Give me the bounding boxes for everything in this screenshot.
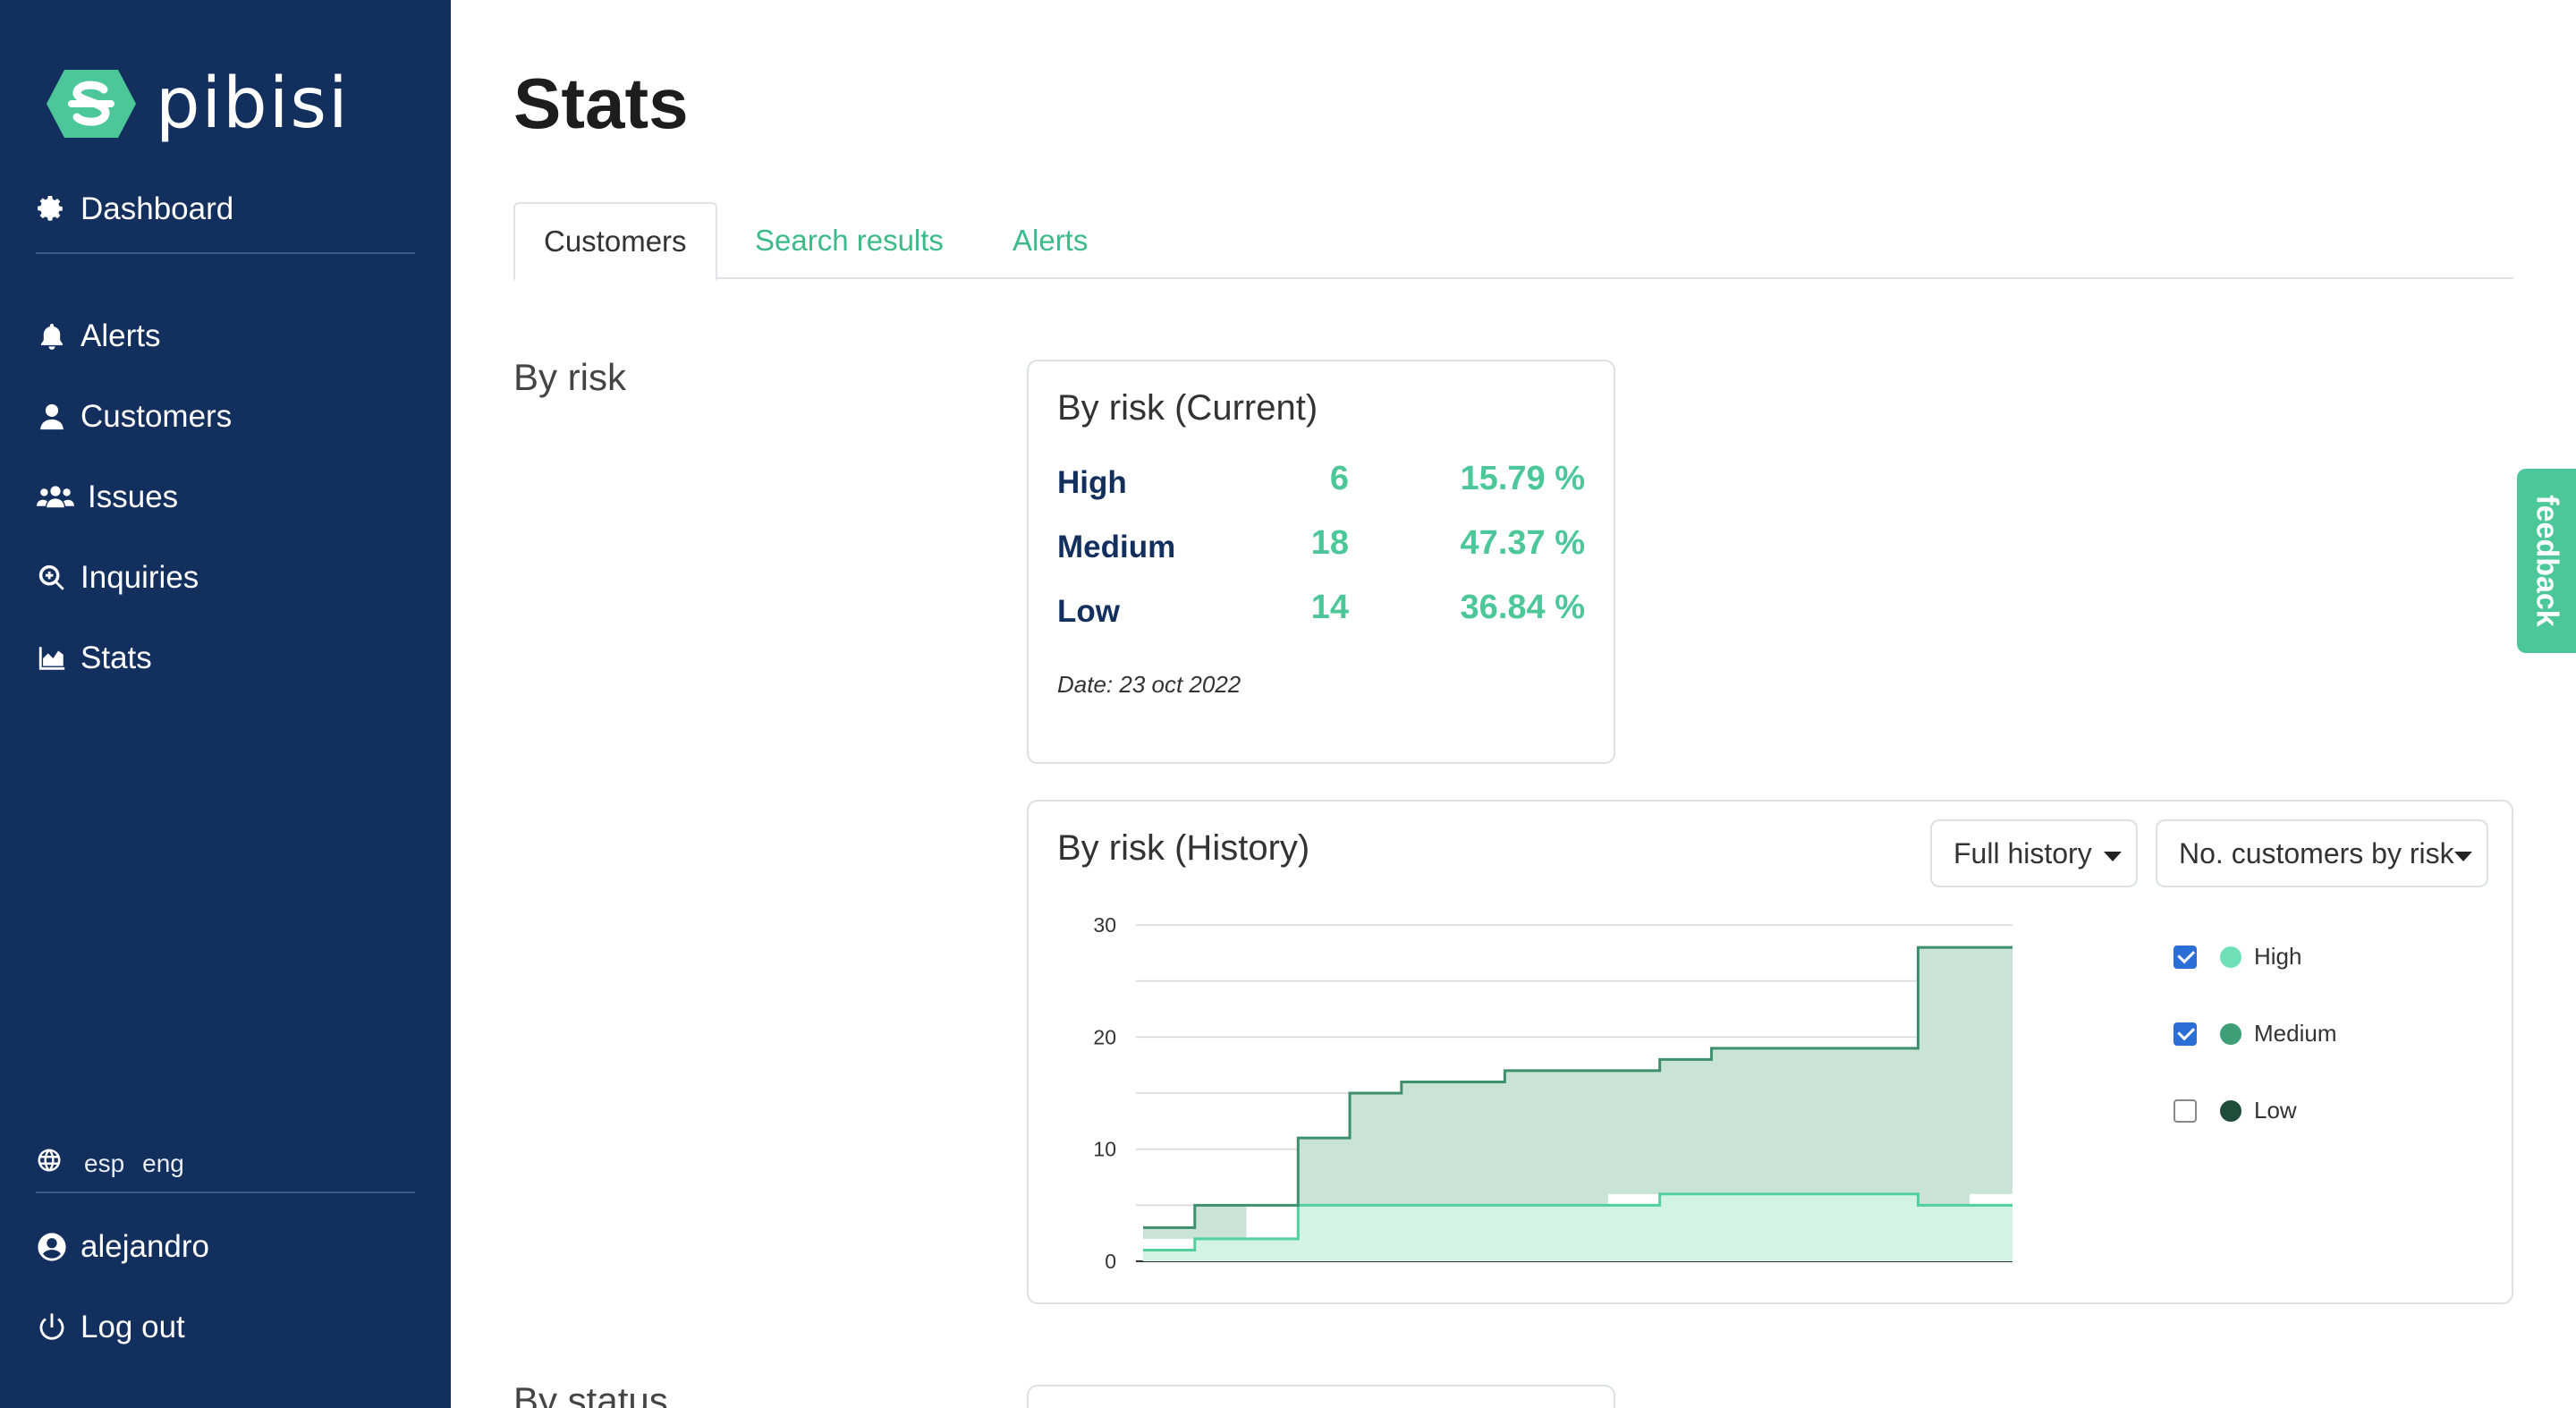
series-area-high xyxy=(1143,1193,2012,1261)
sidebar-item-label: Alerts xyxy=(80,318,161,353)
snapshot-date: Date: 23 oct 2022 xyxy=(1057,671,1241,698)
sidebar-item-label: Issues xyxy=(88,479,179,514)
sidebar-item-label: Stats xyxy=(80,640,152,675)
chevron-down-icon xyxy=(2104,852,2122,861)
card-title: By risk (Current) xyxy=(1057,388,1318,428)
page-title: Stats xyxy=(513,64,689,143)
risk-percent: 47.37 % xyxy=(1460,524,1585,562)
risk-history-chart: 0 10 20 30 xyxy=(1093,913,2012,1273)
series-line-high xyxy=(1143,1192,2012,1251)
language-switcher: esp eng xyxy=(36,1147,184,1180)
sidebar-divider xyxy=(36,252,415,254)
tab-alerts[interactable]: Alerts xyxy=(1013,224,1089,257)
series-line-medium xyxy=(1143,946,2012,1229)
period-select-value: Full history xyxy=(1953,836,2092,869)
section-label-by-risk: By risk xyxy=(513,356,626,398)
language-esp[interactable]: esp xyxy=(84,1149,125,1177)
language-eng[interactable]: eng xyxy=(142,1149,184,1177)
user-circle-icon xyxy=(36,1231,68,1263)
legend-item-medium: Medium xyxy=(2174,1020,2336,1048)
legend-checkbox-high[interactable] xyxy=(2174,945,2197,969)
y-tick-label: 20 xyxy=(1093,1025,1116,1048)
sidebar-item-label: Customers xyxy=(80,399,233,434)
risk-count: 18 xyxy=(1310,524,1349,562)
tab-search-results[interactable]: Search results xyxy=(755,224,944,257)
legend-label: Medium xyxy=(2254,1020,2337,1047)
period-select[interactable]: Full history xyxy=(1930,819,2138,887)
legend-label: Low xyxy=(2254,1097,2297,1124)
user-icon xyxy=(36,401,68,433)
metric-select[interactable]: No. customers by risk xyxy=(2156,819,2488,887)
users-icon xyxy=(36,481,75,513)
sidebar: pibisi Dashboard Alerts Customers Issues… xyxy=(0,0,451,1408)
risk-percent: 15.79 % xyxy=(1460,460,1585,497)
chevron-down-icon xyxy=(2454,852,2472,861)
sidebar-item-label: Dashboard xyxy=(80,191,234,226)
risk-count: 6 xyxy=(1329,460,1349,497)
risk-percent: 36.84 % xyxy=(1460,589,1585,626)
risk-name: Medium xyxy=(1057,530,1176,564)
sidebar-item-stats[interactable]: Stats xyxy=(36,640,152,676)
risk-row-low: Low 14 36.84 % xyxy=(1057,589,1585,639)
legend-dot xyxy=(2220,1022,2241,1045)
legend-item-high: High xyxy=(2174,943,2301,971)
risk-name: Low xyxy=(1057,594,1120,629)
tab-bar: Customers Search results Alerts xyxy=(513,202,2513,281)
feedback-label: feedback xyxy=(2529,495,2564,627)
area-chart-icon xyxy=(36,642,68,674)
tab-customers[interactable]: Customers xyxy=(513,202,717,281)
legend-item-low: Low xyxy=(2174,1097,2297,1124)
power-icon xyxy=(36,1311,68,1344)
risk-name: High xyxy=(1057,465,1127,500)
sidebar-item-customers[interactable]: Customers xyxy=(36,399,232,435)
logout-label: Log out xyxy=(80,1310,185,1344)
legend-checkbox-low[interactable] xyxy=(2174,1098,2197,1123)
risk-count: 14 xyxy=(1310,589,1349,626)
risk-history-card: By risk (History) Full history No. custo… xyxy=(1027,800,2513,1304)
y-tick-label: 0 xyxy=(1105,1250,1116,1273)
logo-mark-icon xyxy=(47,70,136,138)
sidebar-item-user[interactable]: alejandro xyxy=(36,1229,209,1265)
y-tick-label: 10 xyxy=(1093,1138,1116,1161)
gear-icon xyxy=(36,193,68,225)
status-current-card xyxy=(1027,1385,1615,1408)
series-area-medium xyxy=(1143,947,2012,1251)
globe-icon xyxy=(36,1147,63,1180)
legend-dot xyxy=(2220,946,2241,968)
legend-label: High xyxy=(2254,943,2302,970)
username: alejandro xyxy=(80,1229,209,1264)
metric-select-value: No. customers by risk xyxy=(2179,836,2454,869)
legend-checkbox-medium[interactable] xyxy=(2174,1022,2197,1046)
risk-current-card: By risk (Current) High 6 15.79 % Medium … xyxy=(1027,360,1615,764)
section-label-by-status: By status xyxy=(513,1379,668,1408)
pibisi-logo[interactable]: pibisi xyxy=(45,68,350,140)
y-tick-label: 30 xyxy=(1093,913,1116,937)
feedback-tab[interactable]: feedback xyxy=(2517,469,2576,653)
risk-row-high: High 6 15.79 % xyxy=(1057,460,1585,510)
card-title: By risk (History) xyxy=(1057,828,1310,868)
sidebar-item-issues[interactable]: Issues xyxy=(36,479,178,515)
logo-wordmark: pibisi xyxy=(156,64,350,144)
sidebar-item-alerts[interactable]: Alerts xyxy=(36,318,160,354)
logout-button[interactable]: Log out xyxy=(36,1310,185,1345)
legend-dot xyxy=(2220,1099,2241,1122)
bell-icon xyxy=(36,320,68,352)
sidebar-item-inquiries[interactable]: Inquiries xyxy=(36,560,199,596)
risk-row-medium: Medium 18 47.37 % xyxy=(1057,524,1585,574)
sidebar-divider xyxy=(36,1192,415,1193)
sidebar-item-label: Inquiries xyxy=(80,560,199,595)
sidebar-item-dashboard[interactable]: Dashboard xyxy=(36,191,233,227)
search-plus-icon xyxy=(36,562,68,594)
